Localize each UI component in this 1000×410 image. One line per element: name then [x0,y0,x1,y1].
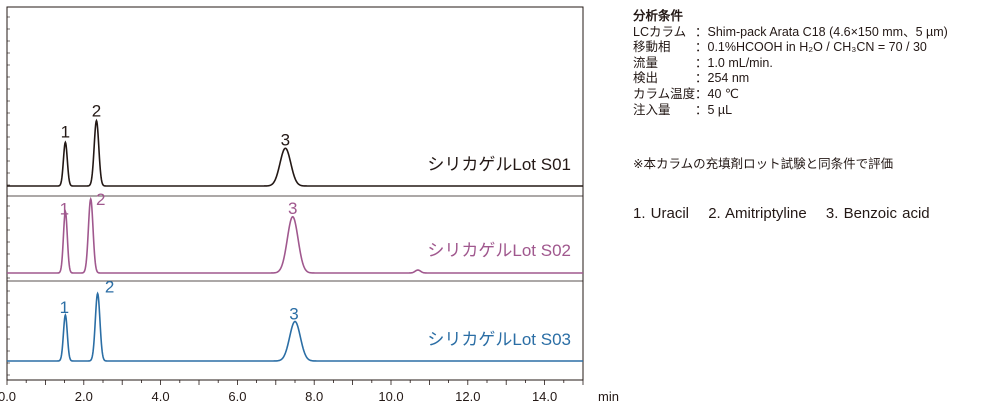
condition-key: LCカラム [633,24,687,39]
series-name-label: シリカゲルLot S01 [427,155,571,174]
x-tick-label: 14.0 [532,389,557,404]
peak-label: 1 [60,298,69,317]
peak-label: 2 [92,102,101,121]
peak-label: 3 [289,305,298,324]
compound-2: 2. Amitriptyline [708,205,807,222]
x-tick-label: 10.0 [378,389,403,404]
condition-value: ：0.1%HCOOH in H₂O / CH₃CN = 70 / 30 [695,40,927,55]
x-tick-label: 2.0 [75,389,93,404]
x-tick-label: 12.0 [455,389,480,404]
series-name-label: シリカゲルLot S03 [427,330,571,349]
compound-1: 1. Uracil [633,205,690,222]
condition-key: 注入量 [633,102,671,117]
condition-key: 移動相 [633,40,671,55]
evaluation-note: ※本カラムの充填剤ロット試験と同条件で評価 [633,157,894,171]
conditions-title: 分析条件 [633,9,684,23]
x-tick-label: 4.0 [152,389,170,404]
condition-row: 移動相 ：0.1%HCOOH in H₂O / CH₃CN = 70 / 30 [633,40,948,56]
condition-row: 注入量 ：5 µL [633,103,948,119]
condition-value: ：254 nm [695,71,750,86]
condition-row: カラム温度 ：40 ℃ [633,87,948,103]
peak-label: 1 [61,122,70,141]
plot-frame [6,6,584,381]
peak-label: 3 [281,130,290,149]
peak-label: 3 [288,199,297,218]
x-tick-label: 6.0 [228,389,246,404]
condition-key: 流量 [633,55,659,70]
condition-value: ：5 µL [695,102,733,117]
condition-value: ：Shim-pack Arata C18 (4.6×150 mm、5 µm) [695,24,948,39]
y-axis-ticks [7,16,10,376]
chromatogram-traces: 1 2 3 シリカゲルLot S01 1 2 3 シリカゲルLot S02 1 2 3 シリカゲルLo… [7,102,583,362]
condition-row: LCカラム ：Shim-pack Arata C18 (4.6×150 mm、5 … [633,25,948,41]
condition-key: カラム温度 [633,86,696,101]
x-tick-label: 8.0 [305,389,323,404]
x-tick-label: 0.0 [0,389,16,404]
peak-label: 1 [60,200,69,219]
condition-row: 検出 ：254 nm [633,71,948,87]
condition-value: ：40 ℃ [695,86,739,101]
compound-legend: 1. Uracil 2. Amitriptyline 3. Benzoic ac… [633,205,930,222]
x-axis: 0.0 2.0 4.0 6.0 8.0 10.0 12.0 14.0 [0,380,584,404]
condition-key: 検出 [633,71,659,86]
condition-value: ：1.0 mL/min. [695,55,773,70]
chromatogram-trace [7,118,583,187]
series-name-label: シリカゲルLot S02 [427,241,571,260]
compound-3: 3. Benzoic acid [825,205,930,222]
chromatogram-trace [7,196,583,274]
analysis-conditions: 分析条件 LCカラム ：Shim-pack Arata C18 (4.6×150 … [633,9,948,118]
chromatogram-trace [7,291,583,362]
x-axis-label: min [598,389,619,404]
peak-label: 2 [105,278,114,297]
condition-row: 流量 ：1.0 mL/min. [633,56,948,72]
peak-label: 2 [96,190,105,209]
